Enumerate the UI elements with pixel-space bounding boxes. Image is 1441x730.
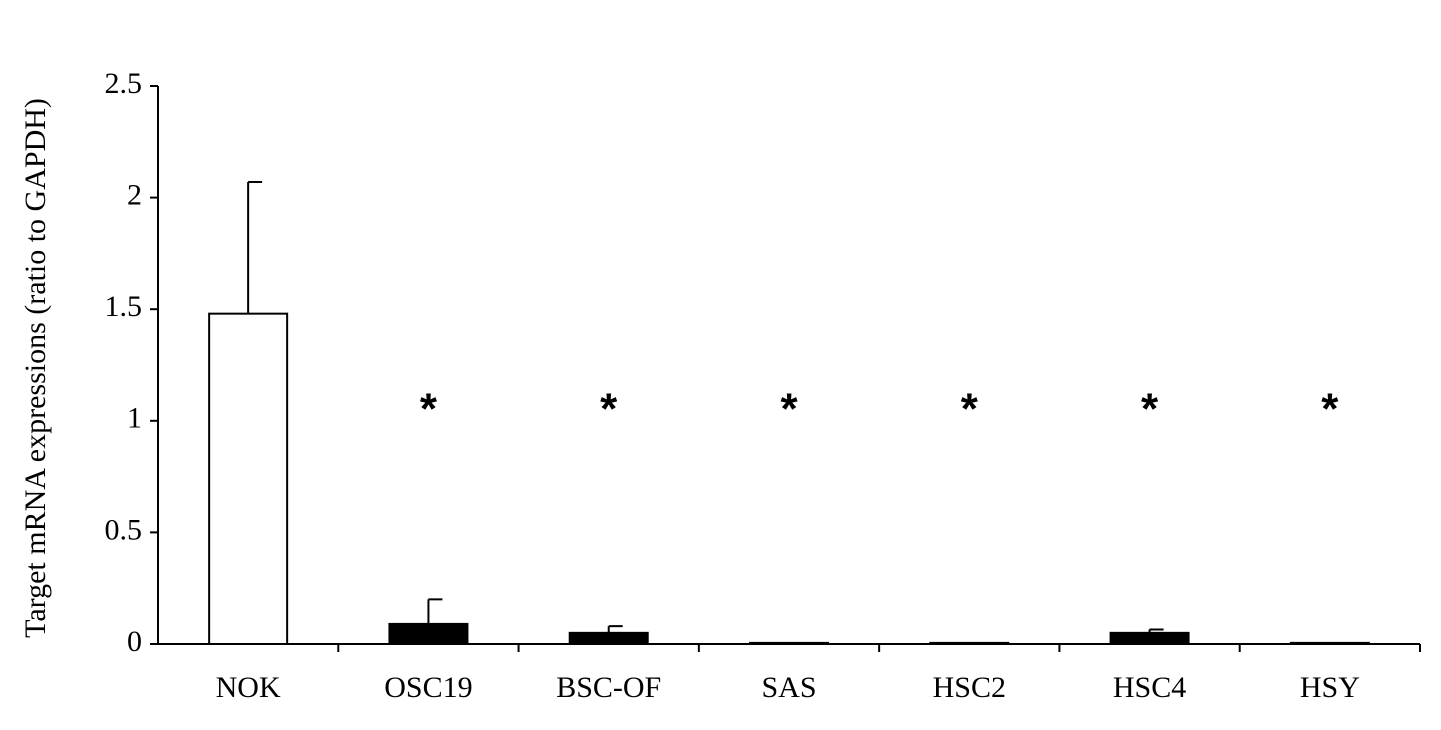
y-tick-label: 2: [127, 178, 142, 211]
bar: [568, 631, 649, 646]
significance-marker: *: [1141, 385, 1159, 434]
significance-marker: *: [961, 385, 979, 434]
bar: [388, 622, 469, 645]
x-tick-label: BSC-OF: [556, 671, 661, 704]
x-tick-label: HSC4: [1113, 671, 1186, 704]
y-tick-label: 0.5: [105, 513, 143, 546]
x-tick-label: SAS: [761, 671, 816, 704]
y-axis-label: Target mRNA expressions (ratio to GAPDH): [19, 98, 52, 638]
bar: [208, 312, 289, 645]
x-tick-label: HSY: [1300, 671, 1360, 704]
x-tick-label: OSC19: [384, 671, 472, 704]
y-tick-label: 1.5: [105, 290, 143, 323]
y-tick-label: 2.5: [105, 67, 143, 100]
y-tick-label: 0: [127, 625, 142, 658]
y-tick-label: 1: [127, 402, 142, 435]
x-tick-label: NOK: [216, 671, 281, 704]
bar: [749, 641, 829, 645]
significance-marker: *: [600, 385, 618, 434]
significance-marker: *: [780, 385, 798, 434]
bar: [1109, 631, 1190, 646]
significance-marker: *: [420, 385, 438, 434]
x-tick-label: HSC2: [933, 671, 1006, 704]
significance-marker: *: [1321, 385, 1339, 434]
bar: [929, 641, 1010, 645]
bar: [1289, 641, 1370, 645]
